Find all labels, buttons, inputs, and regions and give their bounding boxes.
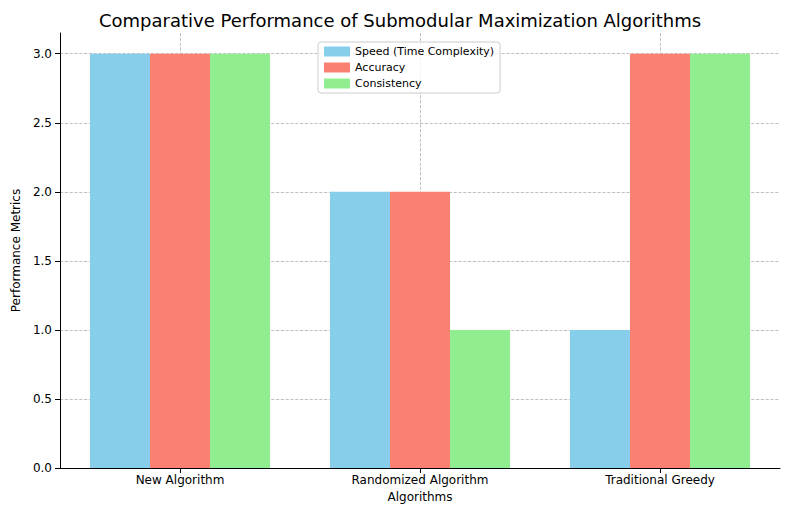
- svg-text:Performance Metrics: Performance Metrics: [9, 189, 23, 312]
- svg-text:Randomized Algorithm: Randomized Algorithm: [352, 473, 489, 487]
- svg-text:2.0: 2.0: [33, 185, 52, 199]
- svg-text:Speed (Time Complexity): Speed (Time Complexity): [355, 45, 494, 58]
- svg-text:0.0: 0.0: [33, 461, 52, 475]
- svg-text:2.5: 2.5: [33, 116, 52, 130]
- svg-text:Traditional Greedy: Traditional Greedy: [604, 473, 715, 487]
- svg-text:Algorithms: Algorithms: [387, 490, 452, 504]
- svg-text:1.5: 1.5: [33, 254, 52, 268]
- svg-text:0.5: 0.5: [33, 392, 52, 406]
- svg-text:1.0: 1.0: [33, 323, 52, 337]
- svg-text:3.0: 3.0: [33, 47, 52, 61]
- svg-text:Accuracy: Accuracy: [355, 61, 406, 74]
- svg-text:Comparative Performance of Sub: Comparative Performance of Submodular Ma…: [99, 10, 701, 31]
- svg-text:New Algorithm: New Algorithm: [136, 473, 225, 487]
- svg-text:Consistency: Consistency: [355, 77, 422, 90]
